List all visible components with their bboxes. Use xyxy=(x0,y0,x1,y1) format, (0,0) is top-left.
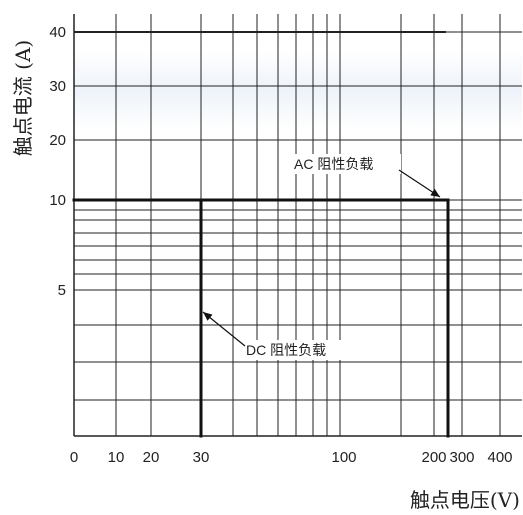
ac-annotation-arrowhead xyxy=(430,188,440,197)
y-tick-label: 20 xyxy=(49,132,66,149)
y-tick-label: 40 xyxy=(49,24,66,41)
x-tick-label: 100 xyxy=(331,449,356,466)
x-tick-label: 30 xyxy=(193,449,210,466)
x-tick-label: 10 xyxy=(108,449,125,466)
y-axis-title: 触点电流 (A) xyxy=(11,40,35,156)
y-tick-label: 10 xyxy=(49,192,66,209)
tick-labels: 40 30 20 10 5 0 10 20 30 100 200 300 400 xyxy=(49,24,512,466)
annotations: AC 阻性负载 DC 阻性负载 xyxy=(202,154,441,360)
y-tick-label: 30 xyxy=(49,78,66,95)
y-tick-label: 5 xyxy=(58,282,66,299)
plot-shading-band xyxy=(74,50,522,130)
ac-label-background xyxy=(289,154,401,174)
x-tick-label: 200 xyxy=(421,449,446,466)
x-tick-label: 0 xyxy=(70,449,78,466)
dc-resistive-load-curve xyxy=(72,198,203,438)
dc-label-background xyxy=(243,340,363,360)
dc-resistive-load-label: DC 阻性负载 xyxy=(246,342,326,358)
x-axis-title: 触点电压(V) xyxy=(410,488,520,512)
x-tick-label: 20 xyxy=(143,449,160,466)
x-tick-label: 400 xyxy=(487,449,512,466)
ac-resistive-load-label: AC 阻性负载 xyxy=(294,156,373,172)
dc-annotation-arrowhead xyxy=(203,312,213,321)
vertical-gridlines xyxy=(115,14,501,436)
load-curves xyxy=(72,198,450,438)
x-tick-label: 300 xyxy=(449,449,474,466)
